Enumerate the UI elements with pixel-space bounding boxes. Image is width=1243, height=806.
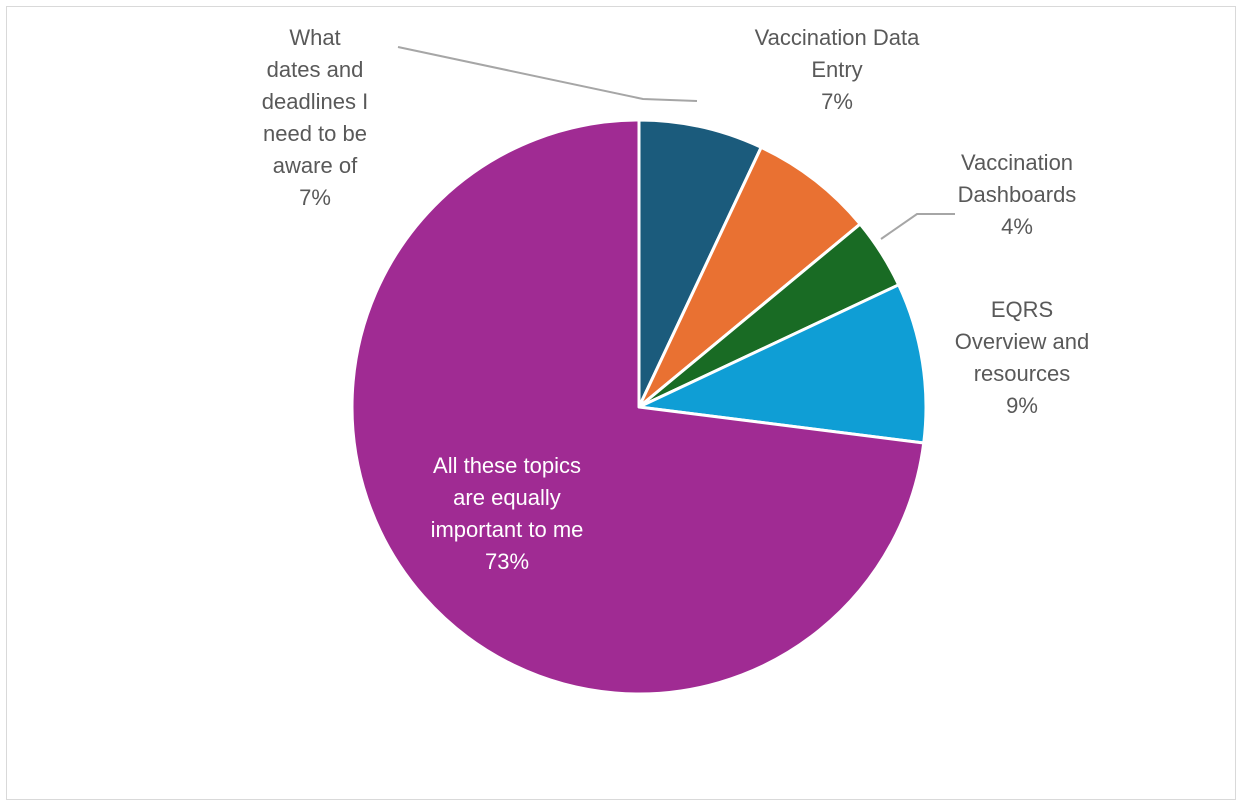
pie-slice-what-dates-and-deadlines-i-need-to-be-aware-of (637, 118, 763, 409)
leader-lines (397, 46, 955, 240)
pie-slice-vaccination-data-entry (637, 145, 862, 409)
pie-slice-eqrs-overview-and-resources (637, 283, 928, 445)
slice-label-vaccination-data-entry: Vaccination Data Entry 7% (755, 25, 920, 114)
slice-label-vaccination-dashboards: Vaccination Dashboards 4% (958, 150, 1077, 239)
leader-line-what-dates-and-deadlines-i-need-to-be-aware-of (397, 46, 698, 102)
pie-slice-all-these-topics-are-equally-important-to-me (350, 118, 926, 696)
leader-line-vaccination-dashboards (880, 213, 955, 240)
slice-label-all-these-topics-are-equally-important-to-me: All these topics are equally important to … (431, 453, 584, 574)
slice-label-eqrs-overview-and-resources: EQRS Overview and resources 9% (955, 297, 1090, 418)
pie-slices (350, 118, 928, 696)
